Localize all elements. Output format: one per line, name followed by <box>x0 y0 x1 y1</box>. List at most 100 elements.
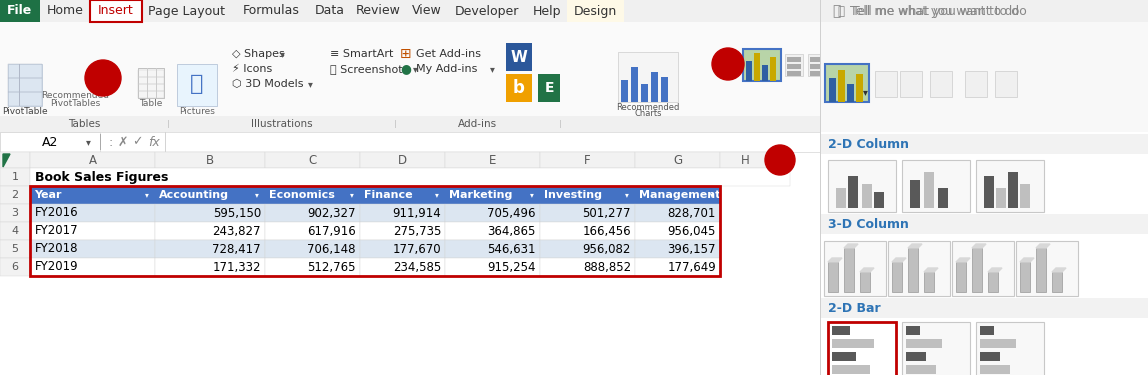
Bar <box>155 186 265 204</box>
Text: FY2018: FY2018 <box>34 243 78 255</box>
Polygon shape <box>908 244 922 248</box>
Text: Recommended: Recommended <box>41 92 109 100</box>
Text: ▾: ▾ <box>145 190 149 200</box>
Bar <box>0 0 820 22</box>
Bar <box>445 258 540 276</box>
Bar <box>265 152 360 168</box>
Bar <box>829 78 836 102</box>
Bar <box>635 152 720 168</box>
Bar <box>265 240 360 258</box>
Bar <box>808 54 827 76</box>
Bar <box>785 54 802 76</box>
Bar <box>0 258 30 276</box>
Text: 🔍  Tell me what you want to do: 🔍 Tell me what you want to do <box>838 4 1019 18</box>
Text: Data: Data <box>315 4 346 18</box>
Bar <box>848 176 858 208</box>
Text: ▾: ▾ <box>255 190 259 200</box>
Bar <box>90 0 142 22</box>
Text: 1: 1 <box>11 172 18 182</box>
Bar <box>820 0 1148 375</box>
Text: 2: 2 <box>11 190 18 200</box>
Text: 6: 6 <box>11 262 18 272</box>
Bar <box>155 152 265 168</box>
Text: C: C <box>309 153 317 166</box>
Text: 2-D Bar: 2-D Bar <box>828 302 881 315</box>
Bar <box>635 240 720 258</box>
Bar <box>770 57 776 81</box>
Bar <box>445 204 540 222</box>
Bar <box>938 188 948 208</box>
Polygon shape <box>1035 244 1050 248</box>
Bar <box>0 152 790 168</box>
Bar <box>0 152 790 154</box>
Text: 915,254: 915,254 <box>488 261 536 273</box>
Bar <box>540 204 635 222</box>
Circle shape <box>712 48 744 80</box>
Bar <box>820 214 1148 234</box>
Text: Management: Management <box>639 190 721 200</box>
Bar <box>825 64 869 102</box>
Text: A2: A2 <box>41 135 59 148</box>
Bar <box>30 240 155 258</box>
Bar <box>910 180 920 208</box>
Bar <box>30 152 155 168</box>
Text: 595,150: 595,150 <box>212 207 261 219</box>
Bar <box>618 52 678 102</box>
Bar <box>1016 241 1078 296</box>
Bar <box>902 160 970 212</box>
Text: 166,456: 166,456 <box>582 225 631 237</box>
Text: 888,852: 888,852 <box>583 261 631 273</box>
Circle shape <box>765 145 796 175</box>
Bar <box>641 84 647 102</box>
Text: 2: 2 <box>96 69 110 87</box>
Bar <box>0 22 820 132</box>
Text: 2-D Column: 2-D Column <box>828 138 909 150</box>
Text: 📷 Screenshot: 📷 Screenshot <box>329 64 403 74</box>
Bar <box>972 248 982 292</box>
Text: F: F <box>584 153 591 166</box>
Bar <box>138 77 164 84</box>
Text: Table: Table <box>139 99 163 108</box>
Bar <box>1021 262 1030 292</box>
Text: 364,865: 364,865 <box>488 225 536 237</box>
Bar <box>908 248 918 292</box>
Bar <box>832 326 850 335</box>
Polygon shape <box>892 258 906 262</box>
Text: G: G <box>673 153 682 166</box>
Text: ▾: ▾ <box>280 49 285 59</box>
Bar <box>828 262 838 292</box>
Bar <box>30 204 155 222</box>
Bar <box>820 22 1148 132</box>
Text: Economics: Economics <box>269 190 335 200</box>
Bar <box>720 152 770 168</box>
Bar <box>445 222 540 240</box>
Text: B: B <box>205 153 214 166</box>
Bar <box>155 222 265 240</box>
Bar <box>980 352 1000 361</box>
Bar <box>1008 172 1018 208</box>
Text: Illustrations: Illustrations <box>250 119 312 129</box>
Bar <box>265 258 360 276</box>
Bar <box>875 71 897 97</box>
Bar <box>360 258 445 276</box>
Bar <box>8 78 42 92</box>
Bar <box>360 204 445 222</box>
Bar <box>265 204 360 222</box>
Bar <box>540 186 635 204</box>
Text: ▾: ▾ <box>625 190 629 200</box>
Bar <box>155 204 265 222</box>
Bar <box>155 258 265 276</box>
Bar <box>631 67 638 102</box>
Bar <box>860 272 870 292</box>
Text: ▾: ▾ <box>711 190 714 200</box>
Text: ▾: ▾ <box>490 64 495 74</box>
Text: File: File <box>7 4 32 18</box>
Bar <box>8 64 42 106</box>
Polygon shape <box>924 268 938 272</box>
Text: ●: ● <box>400 63 411 75</box>
Bar <box>540 240 635 258</box>
Bar <box>900 71 922 97</box>
Bar <box>621 80 628 102</box>
Bar <box>0 152 30 168</box>
Bar <box>8 92 42 106</box>
